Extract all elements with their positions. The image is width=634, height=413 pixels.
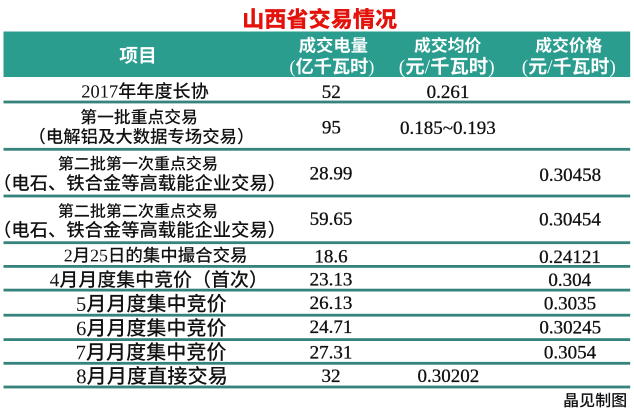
svg-text:0.304: 0.304 xyxy=(548,270,591,291)
svg-text:0.3035: 0.3035 xyxy=(544,293,596,314)
svg-text:24.71: 24.71 xyxy=(310,317,353,338)
svg-text:59.65: 59.65 xyxy=(310,209,353,230)
svg-text:23.13: 23.13 xyxy=(310,270,353,291)
svg-text:18.6: 18.6 xyxy=(314,246,347,267)
svg-text:0.24121: 0.24121 xyxy=(539,247,601,268)
svg-text:0.185~0.193: 0.185~0.193 xyxy=(400,118,496,139)
svg-text:52: 52 xyxy=(322,82,341,103)
svg-text:27.31: 27.31 xyxy=(310,343,353,364)
svg-text:32: 32 xyxy=(322,366,341,387)
svg-text:28.99: 28.99 xyxy=(310,163,353,184)
svg-text:0.30202: 0.30202 xyxy=(418,366,480,387)
svg-text:0.261: 0.261 xyxy=(427,82,470,103)
svg-text:95: 95 xyxy=(322,117,341,138)
svg-text:0.3054: 0.3054 xyxy=(544,342,597,363)
svg-text:0.30245: 0.30245 xyxy=(539,317,601,338)
svg-text:0.30454: 0.30454 xyxy=(539,209,601,230)
svg-text:0.30458: 0.30458 xyxy=(539,165,601,186)
svg-text:26.13: 26.13 xyxy=(310,293,353,314)
